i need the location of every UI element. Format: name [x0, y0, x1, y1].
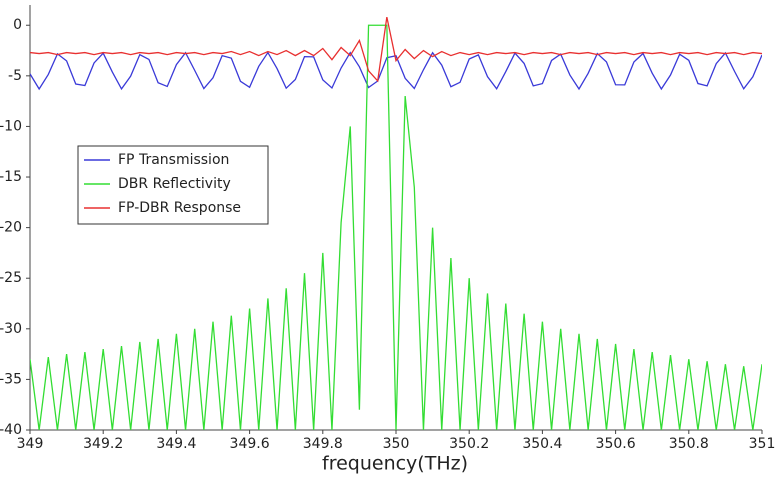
y-tick-label: 0	[13, 17, 22, 33]
legend-box	[77, 145, 269, 225]
y-tick-label: -10	[0, 118, 22, 134]
legend-label: FP-DBR Response	[118, 200, 241, 216]
x-tick-label: 350.8	[669, 436, 709, 452]
y-tick-label: -25	[0, 270, 22, 286]
x-tick-label: 349.8	[303, 436, 343, 452]
legend-label: DBR Reflectivity	[118, 176, 231, 192]
x-axis-label: frequency(THz)	[322, 453, 468, 475]
x-tick-label: 350	[383, 436, 410, 452]
y-tick-label: -40	[0, 422, 22, 438]
y-tick-label: -15	[0, 169, 22, 185]
y-tick-label: -5	[8, 68, 22, 84]
y-tick-label: -35	[0, 371, 22, 387]
x-tick-label: 349	[17, 436, 44, 452]
y-tick-label: -30	[0, 321, 22, 337]
x-tick-label: 349.4	[156, 436, 196, 452]
y-tick-label: -20	[0, 220, 22, 236]
x-tick-label: 349.2	[83, 436, 123, 452]
x-tick-label: 351	[749, 436, 775, 452]
series-line	[30, 24, 762, 430]
x-tick-label: 350.2	[449, 436, 489, 452]
x-tick-label: 350.6	[596, 436, 636, 452]
x-tick-label: 350.4	[522, 436, 562, 452]
x-tick-label: 349.6	[230, 436, 270, 452]
series-line	[30, 51, 762, 91]
series-line	[30, 17, 762, 83]
legend-label: FP Transmission	[118, 152, 229, 168]
